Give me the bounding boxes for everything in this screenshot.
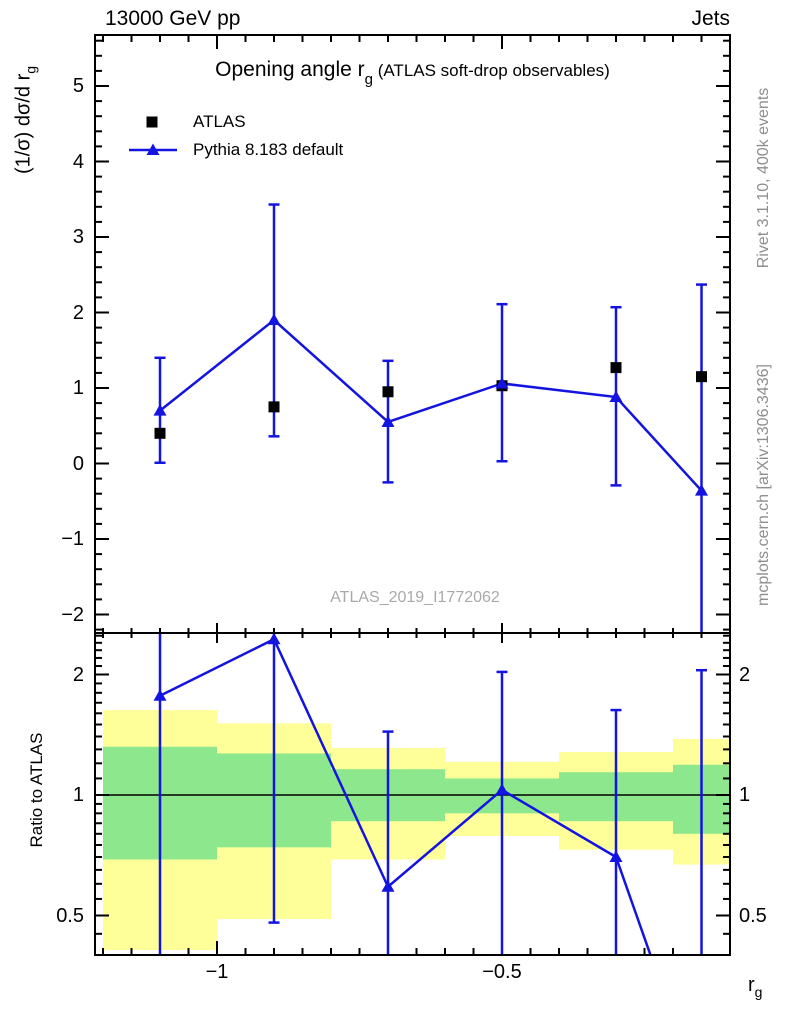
main-y-tick-label: 2 bbox=[72, 301, 84, 324]
x-axis-title: rg bbox=[748, 974, 763, 1000]
x-tick-label: −1 bbox=[205, 961, 229, 983]
x-tick-label: −0.5 bbox=[482, 961, 522, 983]
pythia-line bbox=[159, 318, 703, 492]
mcplots-credit-label: mcplots.cern.ch [arXiv:1306.3436] bbox=[755, 364, 772, 606]
ratio-panel-border bbox=[94, 632, 731, 956]
ratio-y-tick-label-left: 2 bbox=[72, 663, 84, 686]
rivet-version-label: Rivet 3.1.10, 400k events bbox=[755, 87, 772, 269]
main-y-tick-label: 5 bbox=[72, 75, 84, 97]
analysis-watermark: ATLAS_2019_I1772062 bbox=[330, 589, 500, 606]
ratio-y-tick-label-right: 1 bbox=[739, 784, 751, 806]
process-label: Jets bbox=[691, 7, 730, 30]
ratio-line bbox=[159, 637, 652, 955]
legend-atlas-marker bbox=[146, 116, 158, 128]
plot-title-parenthetical: (ATLAS soft-drop observables) bbox=[372, 61, 610, 80]
main-y-tick-label: −1 bbox=[61, 528, 84, 550]
ratio-y-tick-label-left: 1 bbox=[72, 784, 84, 806]
legend-label-pythia: Pythia 8.183 default bbox=[193, 140, 344, 159]
pythia-error-bars bbox=[154, 203, 707, 633]
atlas-points bbox=[154, 362, 707, 439]
main-y-tick-label: 0 bbox=[72, 452, 84, 475]
main-y-tick-label: 3 bbox=[72, 226, 84, 248]
ratio-points bbox=[153, 633, 623, 892]
plot-title-subscript: g bbox=[364, 71, 373, 88]
plot-title: Opening angle rg (ATLAS soft-drop observ… bbox=[95, 58, 730, 88]
pythia-points bbox=[153, 313, 708, 496]
legend-label-atlas: ATLAS bbox=[193, 112, 246, 131]
main-panel-border bbox=[94, 34, 731, 634]
legend-markers bbox=[129, 116, 177, 155]
ratio-error-bars bbox=[158, 633, 707, 955]
main-y-tick-label: 4 bbox=[72, 150, 84, 173]
plot-title-text: Opening angle r bbox=[215, 58, 365, 81]
ratio-y-tick-label-right: 2 bbox=[739, 663, 751, 686]
ratio-y-tick-label-left: 0.5 bbox=[56, 904, 84, 927]
main-y-tick-label: 1 bbox=[72, 377, 84, 399]
beam-energy-label: 13000 GeV pp bbox=[105, 7, 241, 30]
ratio-y-tick-label-right: 0.5 bbox=[739, 904, 767, 927]
main-y-tick-label: −2 bbox=[61, 603, 84, 626]
